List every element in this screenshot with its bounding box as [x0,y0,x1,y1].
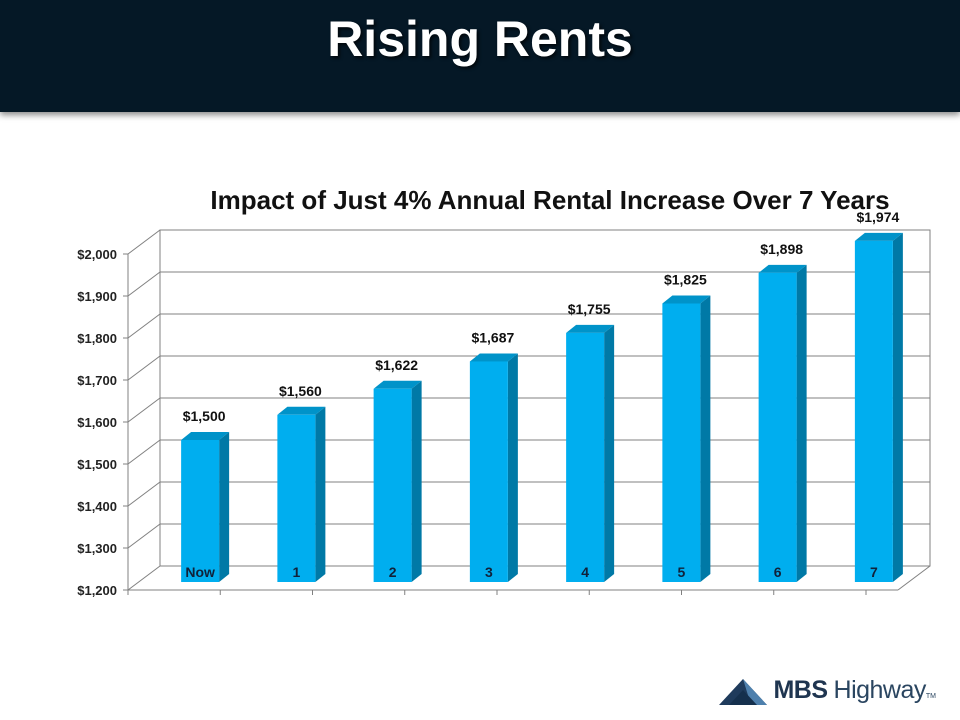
bar-side [604,324,615,582]
bar-side [796,264,807,582]
side-wall-line [127,523,161,549]
bar-value-label: $1,755 [568,301,611,317]
x-tick-label: 7 [870,564,878,580]
bar [181,440,220,582]
bar-side [315,406,326,582]
bar-value-label: $1,560 [279,383,322,399]
y-tick-label: $1,900 [77,289,117,304]
bar-side [219,432,230,582]
bar-top [277,406,326,415]
side-wall-line [127,355,161,381]
side-wall-line [127,397,161,423]
logo-tm-mark: TM [925,693,936,700]
bar-side [892,232,903,583]
bar [662,303,701,582]
bar [566,332,605,582]
logo-mbs-text: MBS [773,675,828,704]
bar-top [181,432,230,440]
side-wall-line [127,565,161,591]
bar-side [411,380,422,582]
x-tick-label: Now [185,564,215,580]
bar-top [854,232,903,241]
bar-side [700,295,711,582]
side-wall-line [127,313,161,339]
side-wall-line [127,229,161,255]
bar-value-label: $1,898 [760,241,803,257]
y-tick-label: $1,200 [77,583,117,598]
x-tick-label: 6 [774,564,782,580]
bar-value-label: $1,687 [471,329,514,345]
mountain-logo-icon [719,679,768,705]
y-tick-label: $1,600 [77,415,117,430]
bar-value-label: $1,622 [375,357,418,373]
side-wall-line [127,481,161,507]
bar [854,240,893,583]
y-tick-label: $1,800 [77,331,117,346]
bar [373,388,412,582]
title-banner: Rising Rents [0,0,960,112]
bar [277,414,316,582]
x-tick-label: 1 [292,564,300,580]
bar-top [469,353,518,362]
bar-top [662,295,711,304]
bar-side [507,353,518,582]
x-tick-label: 4 [581,564,589,580]
x-tick-label: 3 [485,564,493,580]
mbs-highway-logo: MBS Highway TM [719,672,936,708]
bar-value-label: $1,974 [856,209,899,225]
x-tick-label: 2 [389,564,397,580]
bar-top [373,380,422,389]
floor-edge [897,565,931,591]
y-tick-label: $2,000 [77,247,117,262]
bar-top [566,324,615,333]
x-tick-label: 5 [677,564,685,580]
slide-title: Rising Rents [327,11,633,67]
y-tick-label: $1,400 [77,499,117,514]
bar-value-label: $1,825 [664,272,707,288]
side-wall-line [127,271,161,297]
side-wall-line [127,439,161,465]
y-tick-label: $1,500 [77,457,117,472]
y-tick-label: $1,300 [77,541,117,556]
chart-title: Impact of Just 4% Annual Rental Increase… [210,185,890,215]
bar [469,361,508,582]
bar-value-label: $1,500 [183,408,226,424]
y-tick-label: $1,700 [77,373,117,388]
bar [758,272,797,582]
logo-highway-text: Highway [833,675,927,704]
bar-top [758,264,807,273]
